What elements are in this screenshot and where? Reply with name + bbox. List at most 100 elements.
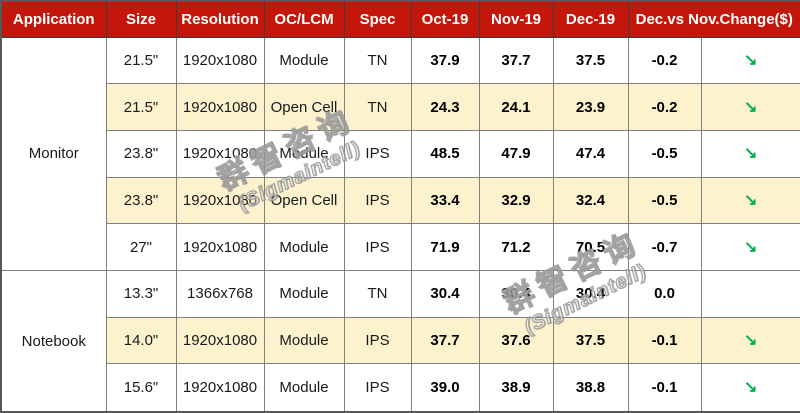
- resolution-cell: 1366x768: [175, 270, 265, 318]
- table-row: 23.8" 1920x1080 Open Cell IPS 33.4 32.9 32.4 -0…: [1, 176, 800, 225]
- trend-cell: ↘: [700, 316, 800, 365]
- trend-cell: ↘: [700, 83, 800, 131]
- oclcm-cell: Module: [263, 316, 345, 365]
- spec-cell: IPS: [343, 363, 412, 413]
- oct19-cell: 71.9: [410, 223, 480, 272]
- table-row: 27" 1920x1080 Module IPS 71.9 71.2 70.5 -0.7 ↘: [1, 223, 800, 272]
- trend-down-icon: ↘: [744, 191, 758, 209]
- trend-down-icon: ↘: [744, 379, 758, 397]
- oclcm-cell: Module: [263, 129, 345, 178]
- resolution-cell: 1920x1080: [175, 363, 265, 413]
- nov19-cell: 24.1: [478, 83, 554, 131]
- col-header-oct19: Oct-19: [410, 0, 480, 38]
- size-cell: 21.5": [105, 83, 177, 131]
- change-cell: -0.1: [627, 363, 702, 413]
- trend-cell: ↘: [700, 129, 800, 178]
- oclcm-cell: Module: [263, 363, 345, 413]
- spec-cell: TN: [343, 83, 412, 131]
- dec19-cell: 37.5: [552, 316, 629, 365]
- resolution-cell: 1920x1080: [175, 129, 265, 178]
- size-cell: 27": [105, 223, 177, 272]
- table-row: 14.0" 1920x1080 Module IPS 37.7 37.6 37.5 -0.1 ↘: [1, 316, 800, 365]
- oclcm-cell: Module: [263, 223, 345, 272]
- size-cell: 15.6": [105, 363, 177, 413]
- trend-down-icon: ↘: [744, 238, 758, 256]
- trend-cell: ↘: [700, 223, 800, 272]
- resolution-cell: 1920x1080: [175, 176, 265, 225]
- trend-cell: [700, 270, 800, 318]
- oclcm-cell: Module: [263, 270, 345, 318]
- application-cell: Notebook: [0, 270, 107, 413]
- oclcm-cell: Open Cell: [263, 176, 345, 225]
- oct19-cell: 24.3: [410, 83, 480, 131]
- oct19-cell: 33.4: [410, 176, 480, 225]
- table-row: 23.8" 1920x1080 Module IPS 48.5 47.9 47.4 -0.5 ↘: [1, 129, 800, 178]
- resolution-cell: 1920x1080: [175, 83, 265, 131]
- size-cell: 13.3": [105, 270, 177, 318]
- change-cell: 0.0: [627, 270, 702, 318]
- table-row: 15.6" 1920x1080 Module IPS 39.0 38.9 38.8 -0.1 ↘: [1, 363, 800, 413]
- size-cell: 14.0": [105, 316, 177, 365]
- change-cell: -0.5: [627, 176, 702, 225]
- oct19-cell: 39.0: [410, 363, 480, 413]
- dec19-cell: 37.5: [552, 36, 629, 85]
- change-cell: -0.1: [627, 316, 702, 365]
- size-cell: 21.5": [105, 36, 177, 85]
- resolution-cell: 1920x1080: [175, 316, 265, 365]
- table-row: Notebook 13.3" 1366x768 Module TN 30.4 30.4 30.…: [0, 270, 800, 413]
- trend-down-icon: ↘: [744, 51, 758, 69]
- nov19-cell: 38.9: [478, 363, 554, 413]
- trend-down-icon: ↘: [744, 145, 758, 163]
- spec-cell: IPS: [343, 223, 412, 272]
- spec-cell: IPS: [343, 129, 412, 178]
- trend-down-icon: ↘: [744, 98, 758, 116]
- spec-cell: TN: [343, 270, 412, 318]
- dec19-cell: 70.5: [552, 223, 629, 272]
- dec19-cell: 32.4: [552, 176, 629, 225]
- nov19-cell: 30.4: [478, 270, 554, 318]
- change-cell: -0.5: [627, 129, 702, 178]
- nov19-cell: 37.6: [478, 316, 554, 365]
- dec19-cell: 30.4: [552, 270, 629, 318]
- nov19-cell: 47.9: [478, 129, 554, 178]
- dec19-cell: 38.8: [552, 363, 629, 413]
- change-cell: -0.2: [627, 36, 702, 85]
- oct19-cell: 48.5: [410, 129, 480, 178]
- oct19-cell: 37.7: [410, 316, 480, 365]
- trend-cell: ↘: [700, 363, 800, 413]
- col-header-resolution: Resolution: [175, 0, 265, 38]
- size-cell: 23.8": [105, 176, 177, 225]
- nov19-cell: 32.9: [478, 176, 554, 225]
- col-header-oclcm: OC/LCM: [263, 0, 345, 38]
- resolution-cell: 1920x1080: [175, 223, 265, 272]
- trend-cell: ↘: [700, 36, 800, 85]
- table-row: 21.5" 1920x1080 Open Cell TN 24.3 24.1 23.9 -0.…: [1, 83, 800, 131]
- dec19-cell: 47.4: [552, 129, 629, 178]
- spec-cell: TN: [343, 36, 412, 85]
- spec-cell: IPS: [343, 176, 412, 225]
- col-header-application: Application: [0, 0, 107, 38]
- col-header-spec: Spec: [343, 0, 412, 38]
- dec19-cell: 23.9: [552, 83, 629, 131]
- col-header-nov19: Nov-19: [478, 0, 554, 38]
- oct19-cell: 30.4: [410, 270, 480, 318]
- application-cell: Monitor: [0, 36, 107, 272]
- spec-cell: IPS: [343, 316, 412, 365]
- table-row: Monitor 21.5" 1920x1080 Module TN 37.9 37.7 37.…: [0, 36, 800, 272]
- change-cell: -0.7: [627, 223, 702, 272]
- header-row: Application Size Resolution OC/LCM Spec …: [0, 0, 800, 38]
- nov19-cell: 37.7: [478, 36, 554, 85]
- change-cell: -0.2: [627, 83, 702, 131]
- oclcm-cell: Open Cell: [263, 83, 345, 131]
- nov19-cell: 71.2: [478, 223, 554, 272]
- oct19-cell: 37.9: [410, 36, 480, 85]
- col-header-size: Size: [105, 0, 177, 38]
- size-cell: 23.8": [105, 129, 177, 178]
- trend-cell: ↘: [700, 176, 800, 225]
- oclcm-cell: Module: [263, 36, 345, 85]
- resolution-cell: 1920x1080: [175, 36, 265, 85]
- trend-down-icon: ↘: [744, 332, 758, 350]
- col-header-change: Dec.vs Nov.Change($): [627, 0, 800, 38]
